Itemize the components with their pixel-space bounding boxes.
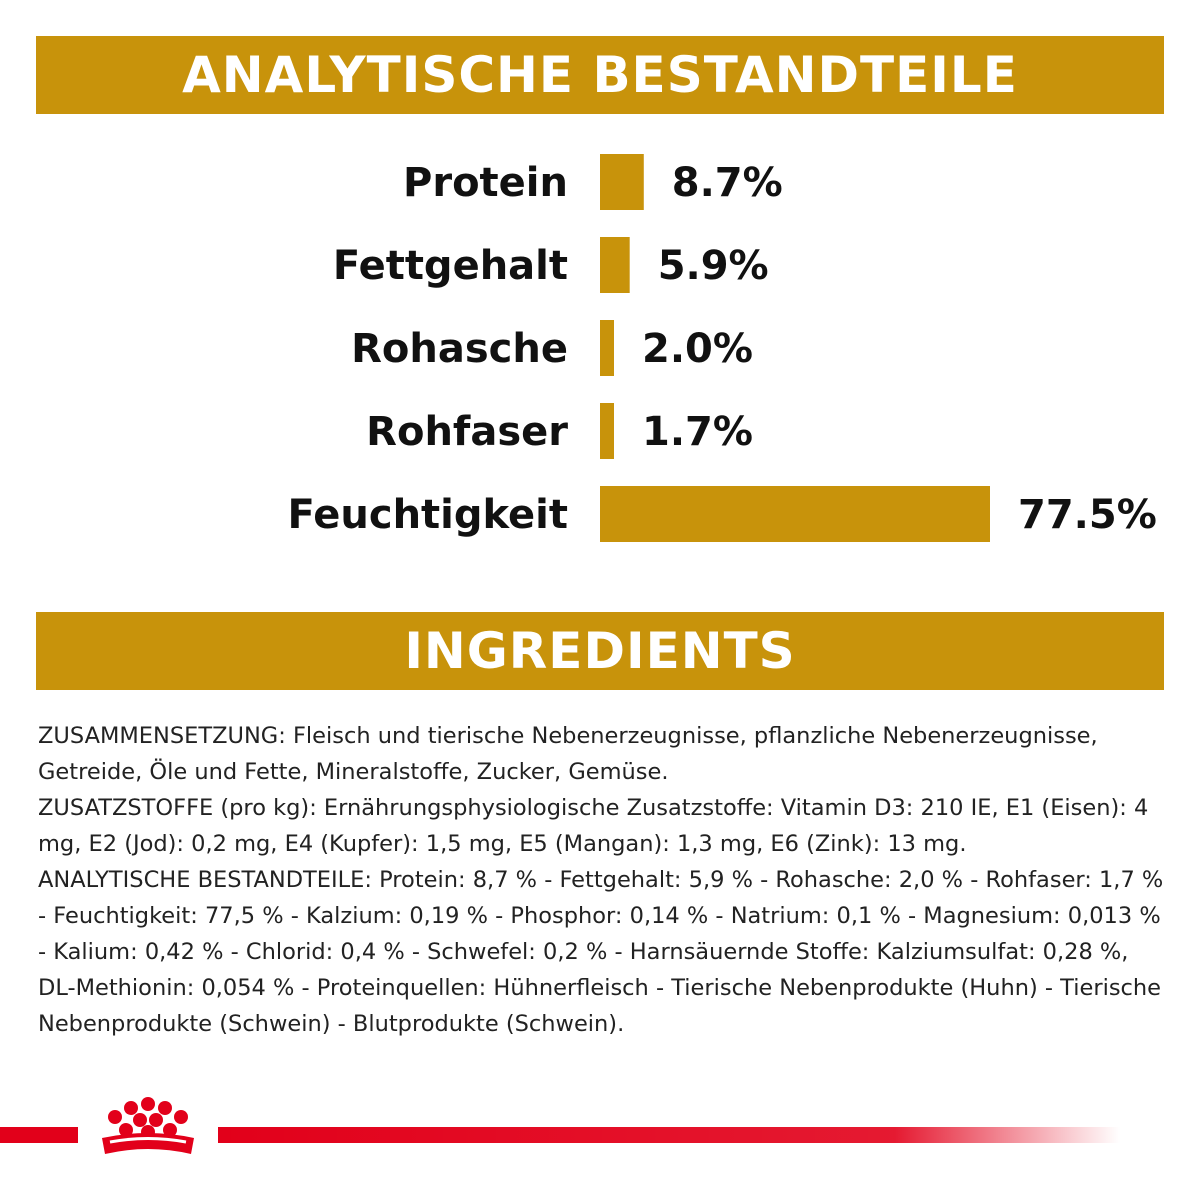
brand-footer: [0, 1097, 1120, 1154]
value-label: 2.0%: [642, 326, 753, 372]
ingredients-header-title: INGREDIENTS: [404, 622, 796, 680]
bar: [600, 237, 630, 293]
ingredients-analytics: ANALYTISCHE BESTANDTEILE: Protein: 8,7 %…: [38, 867, 1164, 1037]
category-label: Rohasche: [351, 326, 568, 372]
value-label: 5.9%: [658, 243, 769, 289]
bar: [600, 486, 990, 542]
category-label: Rohfaser: [366, 409, 568, 455]
crown-icon: [102, 1097, 194, 1154]
ingredients-header-banner: INGREDIENTS: [36, 612, 1164, 690]
footer-line-left: [0, 1127, 78, 1143]
ingredients-text-block: ZUSAMMENSETZUNG: Fleisch und tierische N…: [38, 718, 1168, 1042]
footer-line-right: [218, 1127, 1120, 1143]
ingredients-composition: ZUSAMMENSETZUNG: Fleisch und tierische N…: [38, 723, 1098, 785]
analytic-header-title: ANALYTISCHE BESTANDTEILE: [182, 46, 1018, 104]
category-label: Feuchtigkeit: [288, 492, 568, 538]
ingredients-additives: ZUSATZSTOFFE (pro kg): Ernährungsphysiol…: [38, 795, 1149, 857]
value-label: 1.7%: [642, 409, 753, 455]
bar: [600, 154, 644, 210]
analytic-header-banner: ANALYTISCHE BESTANDTEILE: [36, 36, 1164, 114]
bar: [600, 403, 614, 459]
category-label: Fettgehalt: [333, 243, 568, 289]
value-label: 77.5%: [1018, 492, 1157, 538]
category-label: Protein: [403, 160, 568, 206]
bar: [600, 320, 614, 376]
value-label: 8.7%: [672, 160, 783, 206]
nutrient-bar-chart: Protein 8.7% Fettgehalt 5.9% Rohasche 2.0% Roh…: [288, 154, 1157, 542]
